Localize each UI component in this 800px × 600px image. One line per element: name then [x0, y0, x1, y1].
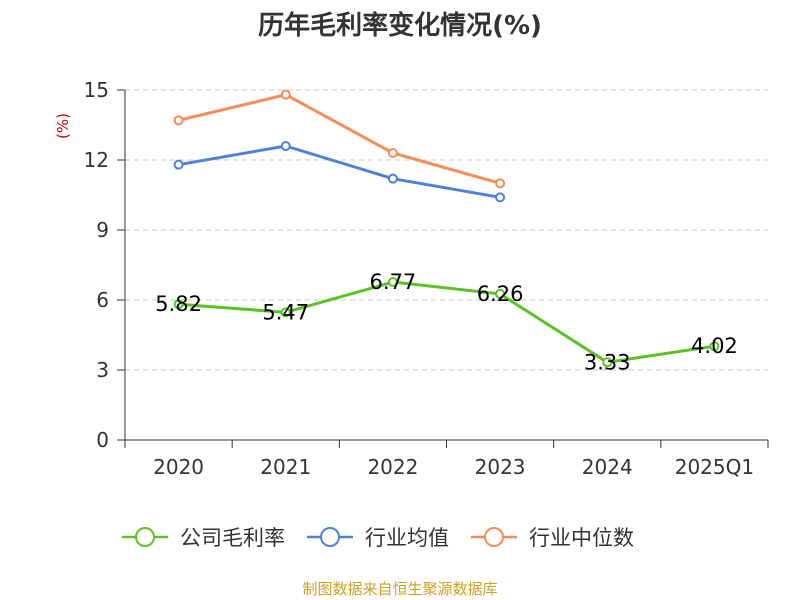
- series-point: [173, 115, 184, 126]
- series-point: [495, 288, 506, 299]
- data-label: 6.77: [370, 270, 417, 294]
- data-label: 5.82: [155, 292, 202, 316]
- series-point: [387, 148, 398, 158]
- x-tick-label: 2022: [367, 455, 418, 479]
- source-note: 制图数据来自恒生聚源数据库: [302, 580, 497, 598]
- series-point: [173, 159, 184, 170]
- y-tick-label: 9: [96, 218, 109, 242]
- legend-label: 行业均值: [365, 526, 449, 550]
- y-tick-label: 3: [96, 358, 109, 382]
- data-label: 4.02: [691, 334, 738, 358]
- legend-label: 行业中位数: [529, 526, 634, 550]
- series-line: [178, 144, 501, 199]
- series-point: [387, 173, 398, 184]
- series-group: [173, 89, 720, 368]
- data-labels: 5.82 5.47 6.77 6.26 3.33 4.02: [155, 270, 738, 374]
- grid-lines: [125, 89, 768, 371]
- series-line: [178, 280, 715, 364]
- series-point: [173, 299, 184, 310]
- x-tick-label: 2025Q1: [675, 455, 754, 479]
- series-point: [387, 277, 398, 288]
- legend-swatch-marker: [320, 527, 340, 547]
- series-point: [280, 89, 291, 100]
- series-point: [280, 141, 291, 151]
- y-axis-unit: (%): [54, 113, 72, 139]
- x-tick-label: 2021: [260, 455, 311, 479]
- legend-item-2: 行业中位数: [471, 526, 634, 550]
- legend-item-0: 公司毛利率: [122, 526, 285, 550]
- series-point: [495, 178, 506, 189]
- series-point: [602, 357, 613, 368]
- legend-swatch-marker: [484, 527, 504, 547]
- series-point: [709, 341, 720, 352]
- y-tick-label: 0: [96, 428, 109, 452]
- legend: 公司毛利率 行业均值 行业中位数: [122, 526, 634, 550]
- legend-swatch-marker: [135, 527, 155, 547]
- series-1: [173, 141, 506, 203]
- x-tick-label: 2020: [153, 455, 204, 479]
- data-label: 6.26: [477, 282, 524, 306]
- series-line: [178, 93, 501, 185]
- y-tick-label: 12: [84, 148, 109, 172]
- data-label: 5.47: [262, 300, 309, 324]
- y-tick-labels: 0 3 6 9 12 15: [84, 78, 109, 452]
- chart-title: 历年毛利率变化情况(%): [258, 10, 542, 41]
- series-point: [280, 307, 291, 318]
- data-label: 3.33: [584, 350, 631, 374]
- x-tick-label: 2023: [475, 455, 526, 479]
- series-0: [173, 277, 720, 368]
- legend-item-1: 行业均值: [307, 526, 449, 550]
- series-point: [495, 192, 506, 203]
- x-tick-label: 2024: [582, 455, 633, 479]
- axes: [117, 89, 769, 448]
- series-2: [173, 89, 506, 189]
- legend-label: 公司毛利率: [180, 526, 285, 550]
- x-tick-labels: 2020 2021 2022 2023 2024 2025Q1: [153, 455, 754, 479]
- y-tick-label: 6: [96, 288, 109, 312]
- y-tick-label: 15: [84, 78, 109, 102]
